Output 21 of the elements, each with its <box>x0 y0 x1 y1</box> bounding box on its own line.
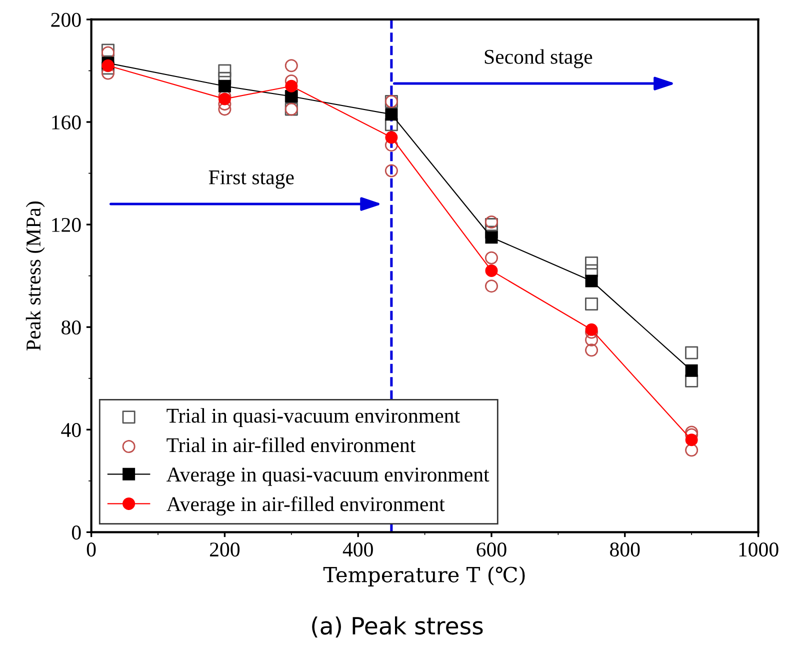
y-tick-label: 200 <box>51 12 81 27</box>
text: (a) Peak stress <box>312 616 483 638</box>
x-tick-label: 0 <box>86 542 96 557</box>
x-tick-label: 800 <box>610 542 640 557</box>
x-axis-title: Temperature T (℃) <box>323 566 525 587</box>
annotation: First stage <box>208 170 294 189</box>
legend-label: Trial in quasi-vacuum environment <box>166 408 460 427</box>
x-tick-label: 200 <box>210 542 240 557</box>
y-tick-label: 40 <box>61 423 81 438</box>
legend-label: Trial in air-filled environment <box>166 437 416 452</box>
y-tick-label: 160 <box>52 115 81 130</box>
legend-label: Average in quasi-vacuum environment <box>166 468 490 486</box>
x-tick-label: 600 <box>476 542 506 557</box>
annotation: Second stage <box>484 49 592 68</box>
y-axis-title: Peak stress (MPa) <box>26 202 45 350</box>
y-tick-label: 120 <box>52 218 81 232</box>
y-tick-label: 80 <box>62 320 81 335</box>
legend-label: Average in air-filled environment <box>166 496 445 516</box>
x-tick-label: 1000 <box>739 542 778 557</box>
x-tick-label: 400 <box>342 542 373 557</box>
y-tick-label: 0 <box>72 526 81 540</box>
